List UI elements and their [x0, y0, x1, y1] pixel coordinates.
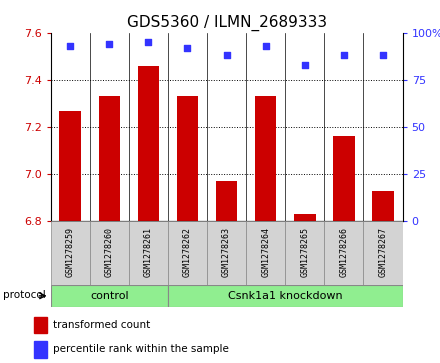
Text: percentile rank within the sample: percentile rank within the sample — [53, 344, 229, 354]
Bar — [59, 111, 81, 221]
Bar — [34, 317, 47, 333]
Text: GSM1278264: GSM1278264 — [261, 227, 270, 277]
Text: GSM1278261: GSM1278261 — [144, 227, 153, 277]
Bar — [216, 182, 237, 221]
Point — [145, 39, 152, 45]
Bar — [34, 341, 47, 358]
Text: control: control — [90, 291, 128, 301]
Bar — [90, 221, 129, 285]
Text: GSM1278259: GSM1278259 — [66, 227, 75, 277]
Bar — [333, 136, 355, 221]
Point — [301, 62, 308, 68]
Bar — [168, 221, 207, 285]
Bar — [246, 221, 285, 285]
Bar — [255, 97, 276, 221]
Bar — [207, 221, 246, 285]
Text: transformed count: transformed count — [53, 320, 150, 330]
Text: Csnk1a1 knockdown: Csnk1a1 knockdown — [228, 291, 343, 301]
Text: GSM1278262: GSM1278262 — [183, 227, 192, 277]
Text: GSM1278267: GSM1278267 — [378, 227, 388, 277]
Text: GSM1278265: GSM1278265 — [301, 227, 309, 277]
Point — [262, 43, 269, 49]
Bar — [138, 66, 159, 221]
Text: GSM1278260: GSM1278260 — [105, 227, 114, 277]
Bar — [294, 215, 315, 221]
Point — [341, 52, 348, 58]
Bar — [372, 191, 394, 221]
Bar — [129, 221, 168, 285]
Bar — [51, 285, 168, 307]
Bar — [177, 97, 198, 221]
Point — [106, 41, 113, 47]
Text: GSM1278266: GSM1278266 — [339, 227, 348, 277]
Bar — [168, 285, 403, 307]
Title: GDS5360 / ILMN_2689333: GDS5360 / ILMN_2689333 — [127, 15, 326, 31]
Bar — [51, 221, 90, 285]
Point — [184, 45, 191, 51]
Bar — [324, 221, 363, 285]
Point — [223, 52, 230, 58]
Bar — [99, 97, 120, 221]
Bar — [363, 221, 403, 285]
Point — [380, 52, 387, 58]
Bar — [285, 221, 324, 285]
Point — [66, 43, 73, 49]
Text: protocol: protocol — [3, 290, 45, 300]
Text: GSM1278263: GSM1278263 — [222, 227, 231, 277]
